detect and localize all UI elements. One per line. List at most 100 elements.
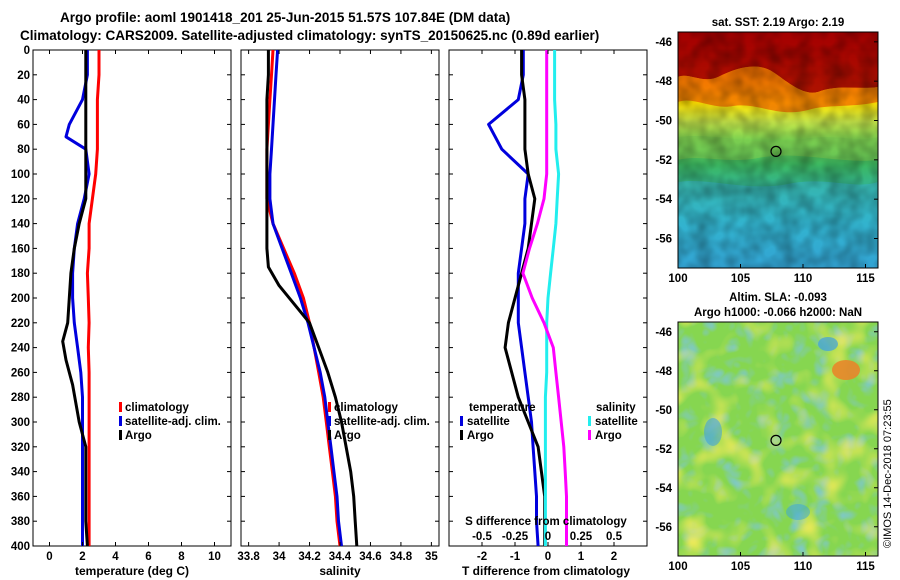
legend3-swatch-t-argo	[460, 430, 463, 440]
s-tick-label: 0.5	[606, 531, 623, 543]
map-y-tick-label: -50	[655, 405, 672, 417]
depth-tick-label: 300	[11, 417, 30, 429]
legend3-salinity-title: salinity	[596, 402, 636, 414]
salinity-panel: 33.8 34 34.2 34.4 34.6 34.8 35 salinity climat…	[237, 49, 440, 578]
map-x-tick-label: 100	[668, 561, 687, 573]
difference-legend: temperature satellite Argo salinity sate…	[460, 402, 638, 442]
x-tick-label: 0	[545, 551, 551, 563]
figure-title-line1: Argo profile: aoml 1901418_201 25-Jun-20…	[60, 10, 510, 25]
map-y-tick-label: -56	[655, 522, 672, 534]
legend3-swatch-t-satellite	[460, 416, 463, 426]
x-tick-label: 2	[611, 551, 617, 563]
sst-map-title: sat. SST: 2.19 Argo: 2.19	[712, 17, 845, 29]
sst-map-frame	[677, 31, 879, 269]
map-y-tick-label: -52	[655, 155, 672, 167]
depth-tick-label: 180	[11, 268, 30, 280]
map-y-tick-label: -50	[655, 116, 672, 128]
series-line-satellite-adj-clim-	[268, 49, 343, 547]
map-x-tick-label: 105	[731, 561, 751, 573]
depth-tick-label: 0	[24, 45, 30, 57]
depth-tick-label: 60	[17, 119, 30, 131]
depth-tick-label: 280	[11, 392, 30, 404]
depth-tick-label: 400	[11, 541, 30, 553]
depth-tick-label: 160	[11, 243, 30, 255]
map-y-tick-label: -54	[655, 194, 672, 206]
sst-map-image	[678, 32, 878, 268]
s-tick-label: 0.25	[570, 531, 593, 543]
map-y-tick-label: -52	[655, 444, 672, 456]
temperature-xlabel: temperature (deg C)	[75, 564, 189, 578]
depth-tick-label: 340	[11, 467, 30, 479]
imos-credit: ©IMOS 14-Dec-2018 07:23:55	[882, 399, 894, 548]
depth-tick-label: 360	[11, 491, 30, 503]
salinity-legend: climatology satellite-adj. clim. Argo	[328, 402, 430, 442]
sla-map-panel: Altim. SLA: -0.093 Argo h1000: -0.066 h2…	[655, 292, 879, 573]
depth-tick-label: 100	[11, 169, 30, 181]
legend-argo: Argo	[125, 430, 152, 442]
s-tick-label: -0.25	[502, 531, 529, 543]
x-tick-label: 34	[273, 551, 286, 563]
series-line-argo	[265, 50, 359, 547]
legend3-temperature-title: temperature	[469, 402, 535, 414]
depth-tick-label: 20	[17, 70, 30, 82]
map-y-tick-label: -46	[655, 327, 672, 339]
legend2-swatch-climatology	[328, 402, 331, 412]
x-tick-label: 34.8	[390, 551, 413, 563]
series-line-salinity-satellite	[543, 50, 561, 546]
series-line-temperature-satellite	[487, 50, 540, 547]
x-tick-label: -1	[510, 551, 521, 563]
map-y-tick-label: -48	[655, 366, 672, 378]
x-tick-label: 4	[112, 551, 119, 563]
x-tick-label: 34.4	[329, 551, 352, 563]
depth-tick-label: 220	[11, 318, 30, 330]
legend2-swatch-argo	[328, 430, 331, 440]
series-line-climatology	[85, 50, 101, 546]
depth-tick-label: 80	[17, 144, 30, 156]
depth-tick-label: 40	[17, 95, 30, 107]
sla-map-title-line1: Altim. SLA: -0.093	[729, 292, 827, 304]
map-y-tick-label: -56	[655, 234, 672, 246]
map-x-tick-label: 110	[794, 561, 813, 573]
legend-climatology: climatology	[125, 402, 190, 414]
depth-tick-label: 140	[11, 219, 30, 231]
map-y-tick-label: -48	[655, 76, 672, 88]
map-x-tick-label: 100	[668, 273, 687, 285]
x-tick-label: 34.6	[359, 551, 381, 563]
sla-map-title-line2: Argo h1000: -0.066 h2000: NaN	[694, 307, 862, 319]
difference-panel: -2 -1 0 1 2 -0.5 -0.25 0 0.25 0.5 T difference fr…	[448, 49, 648, 578]
legend2-climatology: climatology	[334, 402, 399, 414]
map-y-tick-label: -46	[655, 37, 672, 49]
series-line-temperature-argo	[503, 50, 547, 546]
x-tick-label: 6	[145, 551, 151, 563]
legend-satellite-adj: satellite-adj. clim.	[125, 416, 221, 428]
difference-top-axis-label: S difference from climatology	[465, 516, 627, 528]
x-tick-label: 35	[425, 551, 438, 563]
legend3-swatch-s-argo	[588, 430, 591, 440]
legend3-s-argo: Argo	[595, 430, 622, 442]
x-tick-label: 2	[79, 551, 85, 563]
difference-xlabel: T difference from climatology	[462, 564, 630, 578]
temperature-panel: 0 2 4 6 8 10 temperature (deg C) climatology …	[32, 49, 232, 578]
legend3-t-argo: Argo	[467, 430, 494, 442]
legend3-s-satellite: satellite	[595, 416, 638, 428]
depth-tick-label: 260	[11, 367, 30, 379]
map-x-tick-label: 105	[731, 273, 751, 285]
legend3-swatch-s-satellite	[588, 416, 591, 426]
legend2-swatch-satellite	[328, 416, 331, 426]
salinity-xlabel: salinity	[319, 564, 361, 578]
legend3-t-satellite: satellite	[467, 416, 510, 428]
series-line-salinity-argo	[521, 50, 568, 546]
sst-map-panel: sat. SST: 2.19 Argo: 2.19	[655, 17, 879, 285]
map-y-tick-label: -54	[655, 483, 672, 495]
legend-swatch-satellite	[119, 416, 122, 426]
depth-tick-label: 380	[11, 516, 30, 528]
sla-argo-marker	[770, 434, 782, 446]
sla-map-image	[678, 322, 878, 556]
temperature-axes	[32, 49, 232, 547]
x-tick-label: 10	[208, 551, 221, 563]
legend-swatch-climatology	[119, 402, 122, 412]
salinity-axes	[240, 49, 440, 547]
s-tick-label: -0.5	[472, 531, 492, 543]
x-tick-label: 33.8	[237, 551, 260, 563]
